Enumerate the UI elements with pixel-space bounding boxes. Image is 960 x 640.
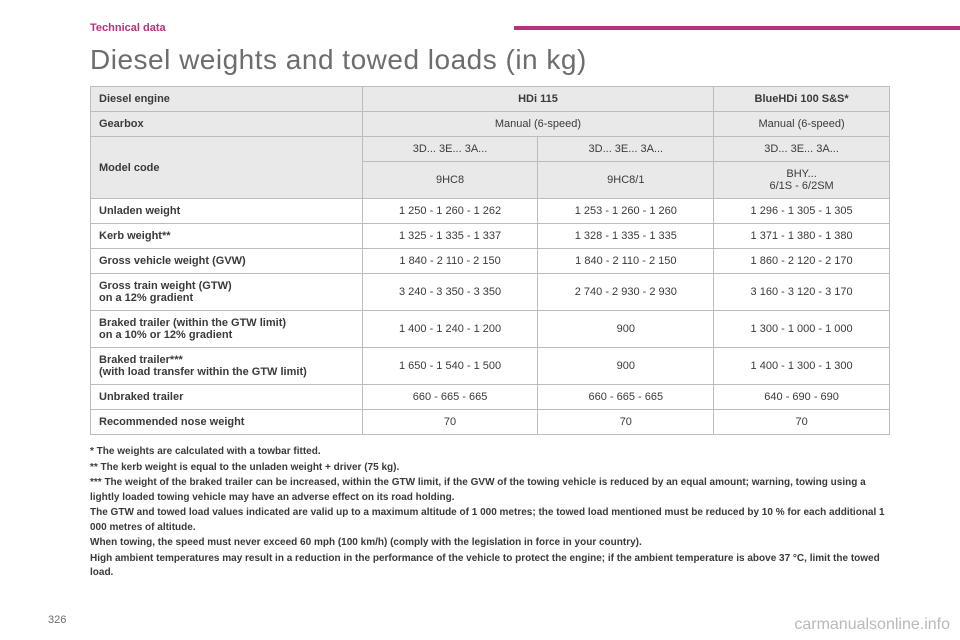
row-value: 1 650 - 1 540 - 1 500 [362, 348, 538, 385]
row-value: 3 160 - 3 120 - 3 170 [714, 274, 890, 311]
row-value: 1 253 - 1 260 - 1 260 [538, 199, 714, 224]
model-code-top-0: 3D... 3E... 3A... [362, 137, 538, 162]
row-label: Recommended nose weight [91, 410, 363, 435]
row-value: 1 300 - 1 000 - 1 000 [714, 311, 890, 348]
table-row: Unladen weight 1 250 - 1 260 - 1 262 1 2… [91, 199, 890, 224]
accent-bar [514, 26, 960, 30]
row-value: 900 [538, 348, 714, 385]
row-value: 1 250 - 1 260 - 1 262 [362, 199, 538, 224]
row-label: Kerb weight** [91, 224, 363, 249]
label-gearbox: Gearbox [91, 112, 363, 137]
row-label: Unladen weight [91, 199, 363, 224]
row-value: 70 [714, 410, 890, 435]
footnote: High ambient temperatures may result in … [90, 552, 890, 581]
model-code-bottom-0: 9HC8 [362, 162, 538, 199]
row-label: Braked trailer (within the GTW limit) on… [91, 311, 363, 348]
row-value: 1 400 - 1 300 - 1 300 [714, 348, 890, 385]
row-label: Gross train weight (GTW) on a 12% gradie… [91, 274, 363, 311]
table-row: Unbraked trailer 660 - 665 - 665 660 - 6… [91, 385, 890, 410]
footnote: *** The weight of the braked trailer can… [90, 476, 890, 505]
row-label: Unbraked trailer [91, 385, 363, 410]
value-gearbox-1: Manual (6-speed) [714, 112, 890, 137]
row-model-code-top: Model code 3D... 3E... 3A... 3D... 3E...… [91, 137, 890, 162]
value-engine-0: HDi 115 [362, 87, 714, 112]
row-value: 1 840 - 2 110 - 2 150 [538, 249, 714, 274]
model-code-bottom-2: BHY... 6/1S - 6/2SM [714, 162, 890, 199]
footnote: ** The kerb weight is equal to the unlad… [90, 461, 890, 476]
row-value: 3 240 - 3 350 - 3 350 [362, 274, 538, 311]
table-row: Kerb weight** 1 325 - 1 335 - 1 337 1 32… [91, 224, 890, 249]
weights-table: Diesel engine HDi 115 BlueHDi 100 S&S* G… [90, 86, 890, 435]
row-value: 1 840 - 2 110 - 2 150 [362, 249, 538, 274]
row-engine: Diesel engine HDi 115 BlueHDi 100 S&S* [91, 87, 890, 112]
model-code-bottom-1: 9HC8/1 [538, 162, 714, 199]
row-value: 900 [538, 311, 714, 348]
table-row: Gross vehicle weight (GVW) 1 840 - 2 110… [91, 249, 890, 274]
page: Technical data Diesel weights and towed … [0, 0, 960, 640]
row-value: 70 [362, 410, 538, 435]
footnote: When towing, the speed must never exceed… [90, 536, 890, 551]
value-gearbox-0: Manual (6-speed) [362, 112, 714, 137]
row-value: 1 860 - 2 120 - 2 170 [714, 249, 890, 274]
value-engine-1: BlueHDi 100 S&S* [714, 87, 890, 112]
row-label: Braked trailer*** (with load transfer wi… [91, 348, 363, 385]
watermark: carmanualsonline.info [794, 616, 950, 634]
page-number: 326 [48, 614, 66, 626]
model-code-top-2: 3D... 3E... 3A... [714, 137, 890, 162]
model-code-top-1: 3D... 3E... 3A... [538, 137, 714, 162]
label-engine: Diesel engine [91, 87, 363, 112]
row-value: 660 - 665 - 665 [538, 385, 714, 410]
table-row: Braked trailer*** (with load transfer wi… [91, 348, 890, 385]
row-value: 1 400 - 1 240 - 1 200 [362, 311, 538, 348]
row-value: 1 371 - 1 380 - 1 380 [714, 224, 890, 249]
row-value: 640 - 690 - 690 [714, 385, 890, 410]
row-gearbox: Gearbox Manual (6-speed) Manual (6-speed… [91, 112, 890, 137]
label-model-code: Model code [91, 137, 363, 199]
footnote: The GTW and towed load values indicated … [90, 506, 890, 535]
table-row: Recommended nose weight 70 70 70 [91, 410, 890, 435]
footnotes: * The weights are calculated with a towb… [90, 445, 890, 581]
row-value: 2 740 - 2 930 - 2 930 [538, 274, 714, 311]
row-value: 1 296 - 1 305 - 1 305 [714, 199, 890, 224]
table-row: Gross train weight (GTW) on a 12% gradie… [91, 274, 890, 311]
row-value: 660 - 665 - 665 [362, 385, 538, 410]
page-title: Diesel weights and towed loads (in kg) [90, 44, 890, 76]
table-row: Braked trailer (within the GTW limit) on… [91, 311, 890, 348]
row-label: Gross vehicle weight (GVW) [91, 249, 363, 274]
row-value: 1 328 - 1 335 - 1 335 [538, 224, 714, 249]
footnote: * The weights are calculated with a towb… [90, 445, 890, 460]
row-value: 70 [538, 410, 714, 435]
row-value: 1 325 - 1 335 - 1 337 [362, 224, 538, 249]
